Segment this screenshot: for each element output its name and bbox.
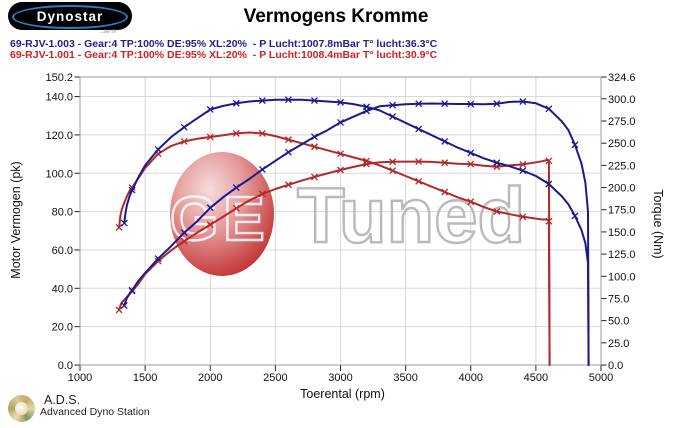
svg-text:150.0: 150.0: [608, 227, 636, 239]
svg-text:120.0: 120.0: [45, 130, 73, 142]
run-info-tuned: 69-RJV-1.003 - Gear:4 TP:100% DE:95% XL:…: [10, 38, 438, 50]
dynostar-logo-ring-icon: [12, 5, 128, 29]
svg-text:0.0: 0.0: [608, 360, 623, 372]
svg-text:80.0: 80.0: [52, 207, 73, 219]
getuned-watermark: GE Tuned: [169, 152, 526, 276]
svg-text:125.0: 125.0: [608, 249, 636, 261]
dynostar-logo-text: Dynostar: [36, 8, 104, 24]
x-axis-title: Toerental (rpm): [300, 387, 385, 401]
svg-text:1500: 1500: [133, 372, 157, 384]
svg-text:4500: 4500: [524, 372, 548, 384]
svg-text:100.0: 100.0: [45, 168, 73, 180]
svg-text:225.0: 225.0: [608, 160, 636, 172]
svg-text:40.0: 40.0: [52, 283, 73, 295]
left-axis-title: Motor Vermogen (pk): [9, 161, 23, 279]
curve-power-original: [115, 157, 553, 366]
svg-text:1000: 1000: [68, 372, 92, 384]
svg-text:250.0: 250.0: [608, 138, 636, 150]
watermark-tuned-text: Tuned: [297, 171, 525, 259]
ads-brand-text: A.D.S.: [44, 393, 81, 407]
svg-text:140.0: 140.0: [45, 92, 73, 104]
chart-title: Vermogens Kromme: [243, 6, 429, 27]
ads-swirl-logo-icon: [8, 395, 35, 422]
chart-gridlines: [80, 77, 601, 365]
svg-text:200.0: 200.0: [608, 183, 636, 195]
svg-text:5000: 5000: [589, 372, 613, 384]
svg-text:50.0: 50.0: [608, 316, 629, 328]
svg-text:2000: 2000: [198, 372, 222, 384]
ads-brand-subtext: Advanced Dyno Station: [40, 406, 150, 418]
plot-border: [79, 76, 602, 366]
svg-text:100.0: 100.0: [608, 271, 636, 283]
svg-text:175.0: 175.0: [608, 205, 636, 217]
svg-text:275.0: 275.0: [608, 116, 636, 128]
svg-text:3500: 3500: [393, 372, 417, 384]
curve-power-tuned: [120, 98, 590, 366]
svg-text:60.0: 60.0: [52, 245, 73, 257]
right-axis-title: Torque (Nm): [651, 189, 665, 259]
dynostar-logo: Dynostar: [8, 2, 132, 30]
svg-text:324.6: 324.6: [608, 72, 636, 84]
svg-text:300.0: 300.0: [608, 94, 636, 106]
svg-text:20.0: 20.0: [52, 322, 73, 334]
svg-text:2500: 2500: [263, 372, 287, 384]
svg-text:3000: 3000: [328, 372, 352, 384]
dynostar-logo-subtext: ..se m: [100, 29, 117, 35]
svg-text:4000: 4000: [459, 372, 483, 384]
svg-text:25.0: 25.0: [608, 338, 629, 350]
curve-torque-tuned: [120, 96, 590, 366]
run-info-original: 69-RJV-1.001 - Gear:4 TP:100% DE:95% XL:…: [10, 49, 438, 61]
axis-ticks-and-labels: 150.2 140.0 120.0 100.0 80.0 60.0 40.0 20.0 0.0 3…: [45, 72, 635, 384]
svg-text:75.0: 75.0: [608, 293, 629, 305]
svg-text:0.0: 0.0: [58, 360, 73, 372]
svg-text:150.2: 150.2: [45, 72, 73, 84]
